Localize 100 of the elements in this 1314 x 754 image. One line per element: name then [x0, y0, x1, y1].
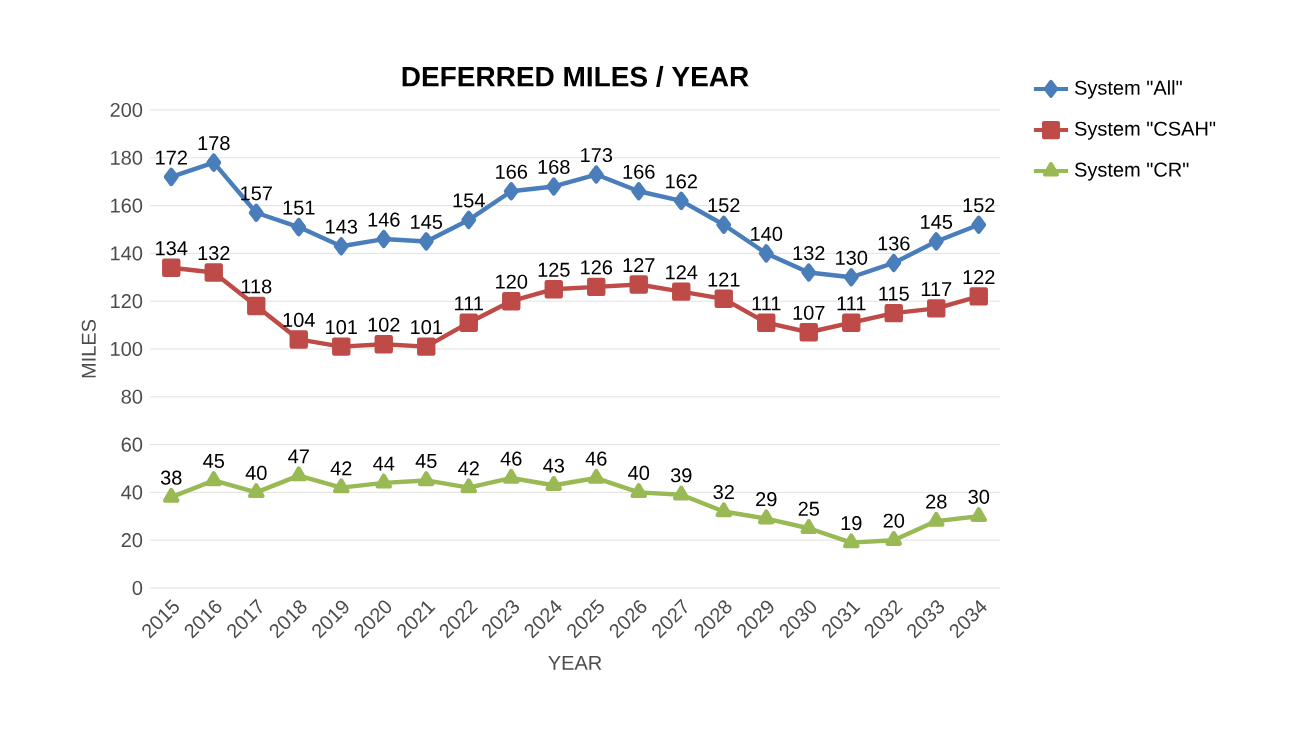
point	[842, 313, 861, 332]
point	[289, 330, 308, 349]
point	[758, 244, 774, 263]
data-label: 132	[793, 245, 825, 261]
point	[801, 263, 817, 282]
point	[843, 268, 859, 287]
data-label: 25	[798, 501, 820, 516]
data-label: 168	[538, 159, 570, 175]
data-label: 104	[283, 312, 315, 328]
y-tick-label: 40	[121, 485, 143, 500]
data-label: 30	[968, 489, 990, 504]
point	[332, 337, 351, 356]
data-label: 157	[241, 186, 272, 201]
data-label: 140	[751, 226, 783, 241]
data-label: 151	[283, 200, 315, 215]
point	[545, 476, 563, 491]
data-label: 40	[628, 465, 650, 480]
y-tick-label: 160	[111, 198, 143, 213]
y-tick-label: 0	[132, 580, 143, 596]
y-axis-title: MILES	[81, 319, 96, 378]
point	[927, 511, 945, 527]
point	[885, 530, 903, 546]
point	[248, 203, 264, 222]
point	[587, 468, 605, 484]
x-axis-title: YEAR	[548, 655, 602, 670]
point	[459, 313, 478, 332]
point	[162, 258, 181, 277]
data-label: 127	[623, 258, 655, 273]
data-label: 47	[288, 449, 309, 464]
data-label: 45	[415, 454, 437, 469]
data-label: 111	[752, 296, 781, 311]
data-label: 44	[373, 456, 395, 471]
point	[374, 335, 393, 354]
point	[461, 210, 477, 230]
data-label: 39	[670, 468, 692, 483]
data-label: 172	[156, 150, 187, 165]
data-label: 166	[496, 164, 528, 179]
point	[672, 485, 690, 501]
point	[417, 471, 435, 487]
data-label: 19	[841, 516, 862, 531]
point	[672, 282, 691, 301]
data-label: 125	[538, 262, 570, 277]
data-label: 118	[241, 279, 272, 294]
point	[247, 483, 265, 499]
point	[630, 483, 648, 499]
data-label: 107	[793, 305, 825, 320]
point	[588, 165, 604, 184]
data-label: 132	[198, 245, 230, 261]
point	[332, 478, 350, 494]
data-label: 101	[411, 320, 442, 335]
data-label: 173	[581, 147, 613, 163]
data-label: 38	[160, 470, 182, 485]
data-label: 126	[581, 260, 613, 275]
point	[757, 509, 775, 525]
point	[631, 182, 647, 201]
point	[418, 232, 434, 251]
data-label: 111	[455, 296, 483, 311]
data-label: 122	[963, 270, 995, 285]
data-label: 46	[500, 451, 522, 466]
data-label: 40	[245, 465, 267, 480]
point	[587, 277, 606, 297]
y-tick-label: 140	[111, 246, 143, 261]
data-label: 45	[203, 454, 225, 469]
data-label: 152	[708, 198, 740, 213]
point	[629, 275, 648, 294]
point	[206, 153, 222, 172]
y-tick-label: 120	[111, 294, 143, 309]
data-label: 136	[878, 236, 910, 251]
data-label: 46	[585, 451, 607, 466]
point	[842, 533, 860, 549]
data-label: 20	[883, 513, 905, 528]
data-label: 166	[623, 164, 655, 179]
data-label: 42	[330, 461, 352, 476]
data-label: 154	[453, 193, 485, 208]
point	[799, 323, 818, 342]
data-label: 117	[921, 282, 952, 296]
y-tick-label: 60	[121, 437, 143, 452]
point	[971, 215, 987, 234]
point	[884, 303, 903, 323]
data-label: 146	[368, 212, 400, 227]
point	[247, 296, 266, 316]
data-label: 145	[411, 215, 443, 230]
data-label: 134	[156, 241, 188, 256]
point	[757, 313, 776, 332]
data-label: 32	[713, 484, 734, 500]
point	[928, 232, 944, 251]
data-label: 120	[496, 274, 528, 289]
legend-label: System "All"	[1074, 80, 1182, 99]
point	[417, 337, 436, 356]
data-label: 101	[326, 320, 357, 335]
point	[970, 507, 988, 522]
legend-label: System "CSAH"	[1074, 121, 1216, 140]
point	[376, 229, 392, 249]
point	[291, 217, 307, 237]
y-tick-label: 20	[121, 533, 143, 548]
point	[502, 468, 520, 484]
y-tick-label: 180	[111, 150, 143, 165]
point	[969, 287, 988, 306]
data-label: 143	[326, 219, 358, 234]
data-label: 115	[879, 286, 909, 301]
